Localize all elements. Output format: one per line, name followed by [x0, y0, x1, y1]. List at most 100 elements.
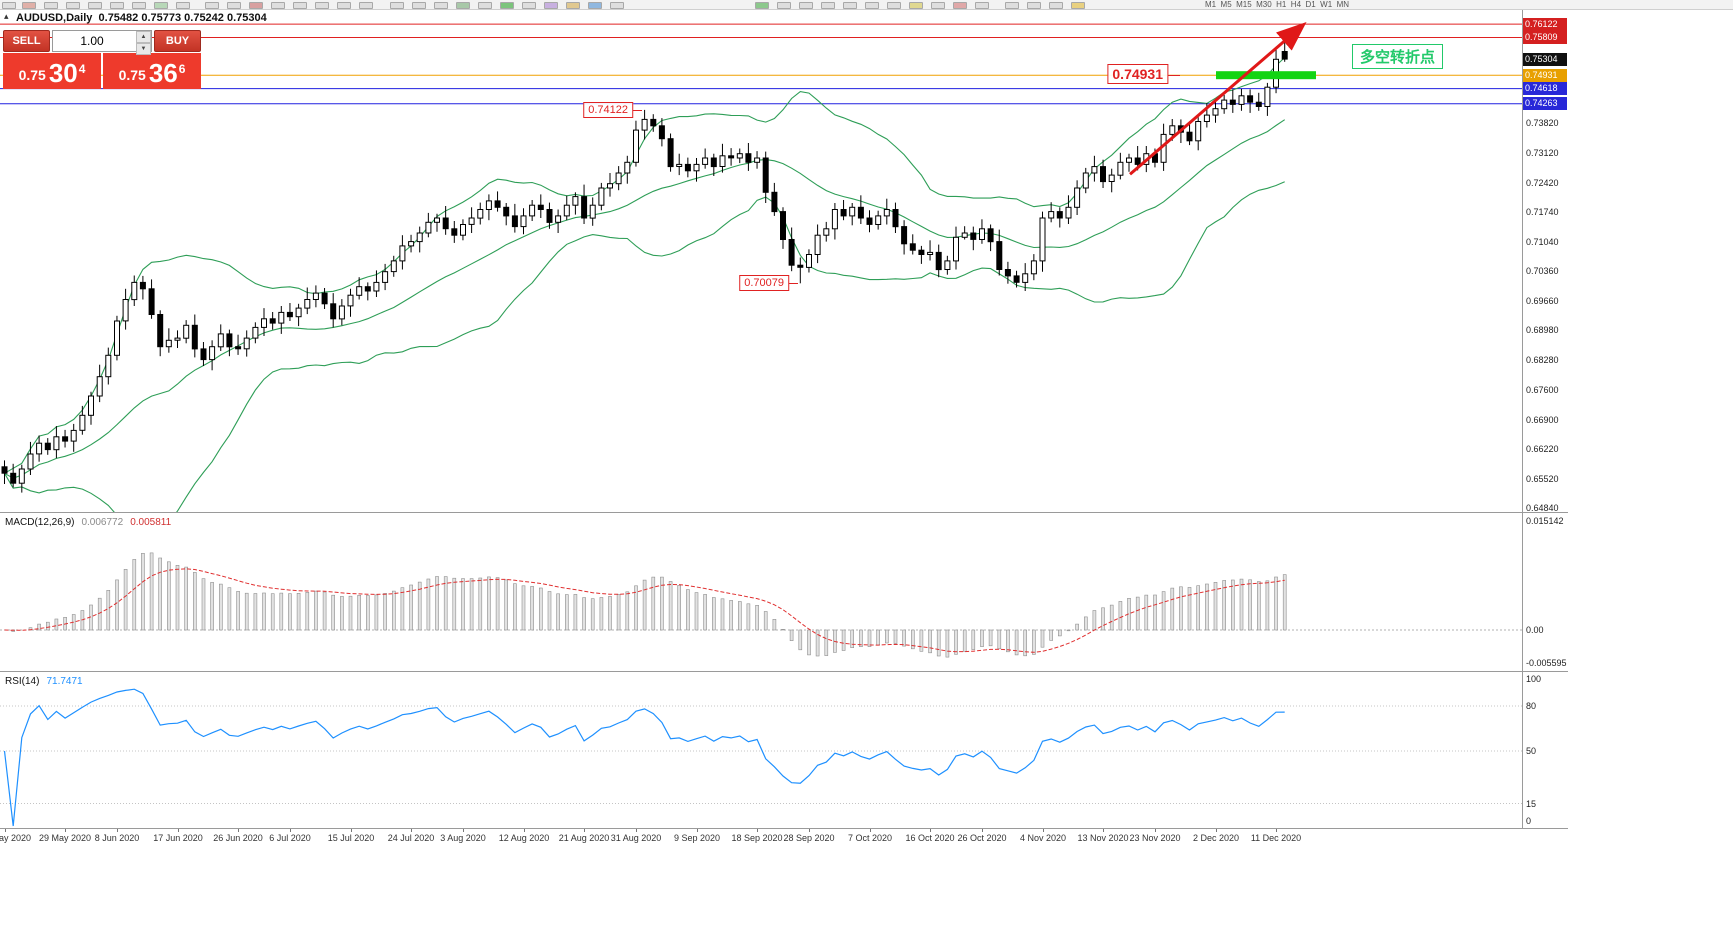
candle-bullish — [719, 155, 726, 168]
turning-point-annotation[interactable]: 多空转折点 — [1352, 44, 1444, 69]
one-click-collapse-arrow-icon[interactable]: ▴ — [4, 11, 9, 21]
macd-histogram-bar — [262, 592, 266, 631]
search-icon[interactable] — [1049, 2, 1063, 9]
hline-icon[interactable] — [271, 2, 285, 9]
navigator-icon[interactable] — [88, 2, 102, 9]
macd-histogram-bar — [478, 577, 483, 631]
bollinger-middle-band — [4, 119, 1286, 479]
print-icon[interactable] — [887, 2, 901, 9]
fibo-icon[interactable] — [315, 2, 329, 9]
volume-up-button[interactable]: ▲ — [136, 31, 151, 43]
trend-arrow[interactable] — [1129, 21, 1307, 176]
market-watch-icon[interactable] — [44, 2, 58, 9]
profiles-icon[interactable] — [176, 2, 190, 9]
window-tile-icon[interactable] — [843, 2, 857, 9]
macd-histogram-bar — [1075, 623, 1079, 631]
candle-bearish — [269, 318, 276, 324]
date-label: 17 Jun 2020 — [153, 833, 203, 843]
timeframe-toolbar[interactable]: M1 M5 M15 M30 H1 H4 D1 W1 MN — [1205, 0, 1350, 9]
macd-panel[interactable] — [0, 514, 1522, 671]
chart-mode-icon[interactable] — [566, 2, 580, 9]
options-icon[interactable] — [909, 2, 923, 9]
candle-bullish — [754, 157, 761, 163]
text-label-icon[interactable] — [337, 2, 351, 9]
panel-separator-main-macd[interactable] — [0, 512, 1568, 513]
candle-bearish — [857, 206, 864, 219]
candle-bullish — [79, 414, 86, 431]
fullscreen-icon[interactable] — [865, 2, 879, 9]
favorites-icon[interactable] — [1071, 2, 1085, 9]
grid-icon[interactable] — [588, 2, 602, 9]
macd-histogram-bar — [383, 593, 387, 631]
new-order-icon[interactable] — [22, 2, 36, 9]
panel-separator-rsi-dates[interactable] — [0, 828, 1568, 829]
vline-icon[interactable] — [293, 2, 307, 9]
candle-chart-icon[interactable] — [456, 2, 470, 9]
macd-header: MACD(12,26,9) 0.006772 0.005811 — [5, 517, 171, 528]
period-up-icon[interactable] — [610, 2, 624, 9]
time-tick — [5, 829, 6, 832]
buy-price-big: 36 — [148, 58, 178, 88]
help-icon[interactable] — [931, 2, 945, 9]
news-icon[interactable] — [975, 2, 989, 9]
trendline-icon[interactable] — [249, 2, 263, 9]
cursor-icon[interactable] — [205, 2, 219, 9]
candle-bearish — [235, 346, 242, 350]
crosshair-icon[interactable] — [227, 2, 241, 9]
candle-bullish — [1048, 211, 1055, 219]
sell-price-display[interactable]: 0.75 30 4 — [3, 53, 101, 89]
mql-icon[interactable] — [1005, 2, 1019, 9]
data-window-icon[interactable] — [66, 2, 80, 9]
indicators-add-icon[interactable] — [500, 2, 514, 9]
price-callout[interactable]: 0.74122 — [583, 102, 633, 118]
chart-shift-icon[interactable] — [544, 2, 558, 9]
buy-button[interactable]: BUY — [154, 30, 201, 52]
trade-panel-row2: 0.75 30 4 0.75 36 6 — [3, 53, 201, 89]
panel-separator-macd-rsi[interactable] — [0, 671, 1568, 672]
price-callout[interactable]: 0.70079 — [739, 275, 789, 291]
macd-histogram-bar — [997, 629, 1002, 650]
macd-histogram-bar — [763, 611, 768, 631]
candle-bullish — [1203, 114, 1210, 122]
arrows-icon[interactable] — [359, 2, 373, 9]
bar-chart-icon[interactable] — [434, 2, 448, 9]
volume-input[interactable] — [53, 31, 131, 51]
date-label: 18 Sep 2020 — [731, 833, 783, 843]
alert-icon[interactable] — [953, 2, 967, 9]
support-zone-highlight[interactable] — [1216, 71, 1316, 80]
candle-bullish — [1126, 157, 1132, 163]
date-label: 6 Jul 2020 — [269, 833, 311, 843]
auto-scroll-icon[interactable] — [522, 2, 536, 9]
zoom-out-icon[interactable] — [412, 2, 426, 9]
candle-bullish — [563, 204, 570, 217]
periods-icon[interactable] — [777, 2, 791, 9]
strategy-tester-icon[interactable] — [132, 2, 146, 9]
macd-histogram-bar — [720, 598, 725, 631]
main-price-chart[interactable] — [0, 10, 1522, 512]
zoom-in-icon[interactable] — [390, 2, 404, 9]
macd-histogram-bar — [573, 594, 578, 631]
terminal-icon[interactable] — [110, 2, 124, 9]
line-chart-icon[interactable] — [478, 2, 492, 9]
buy-price-display[interactable]: 0.75 36 6 — [103, 53, 201, 89]
indicators-icon[interactable] — [755, 2, 769, 9]
candle-bearish — [546, 209, 553, 223]
macd-histogram-bar — [815, 629, 820, 657]
candle-bullish — [338, 305, 345, 320]
volume-down-button[interactable]: ▼ — [136, 43, 151, 55]
rsi-panel[interactable] — [0, 672, 1522, 828]
candle-bullish — [624, 161, 631, 174]
candle-bullish — [18, 468, 25, 484]
menu-icon[interactable] — [2, 2, 16, 9]
macd-histogram-bar — [590, 598, 595, 631]
candle-bearish — [909, 243, 916, 251]
sell-button[interactable]: SELL — [3, 30, 50, 52]
window-cascade-icon[interactable] — [821, 2, 835, 9]
new-chart-icon[interactable] — [154, 2, 168, 9]
price-callout[interactable]: 0.74931 — [1107, 64, 1168, 84]
macd-histogram-bar — [729, 600, 733, 631]
templates-icon[interactable] — [799, 2, 813, 9]
candle-bullish — [88, 395, 94, 416]
vps-icon[interactable] — [1027, 2, 1041, 9]
